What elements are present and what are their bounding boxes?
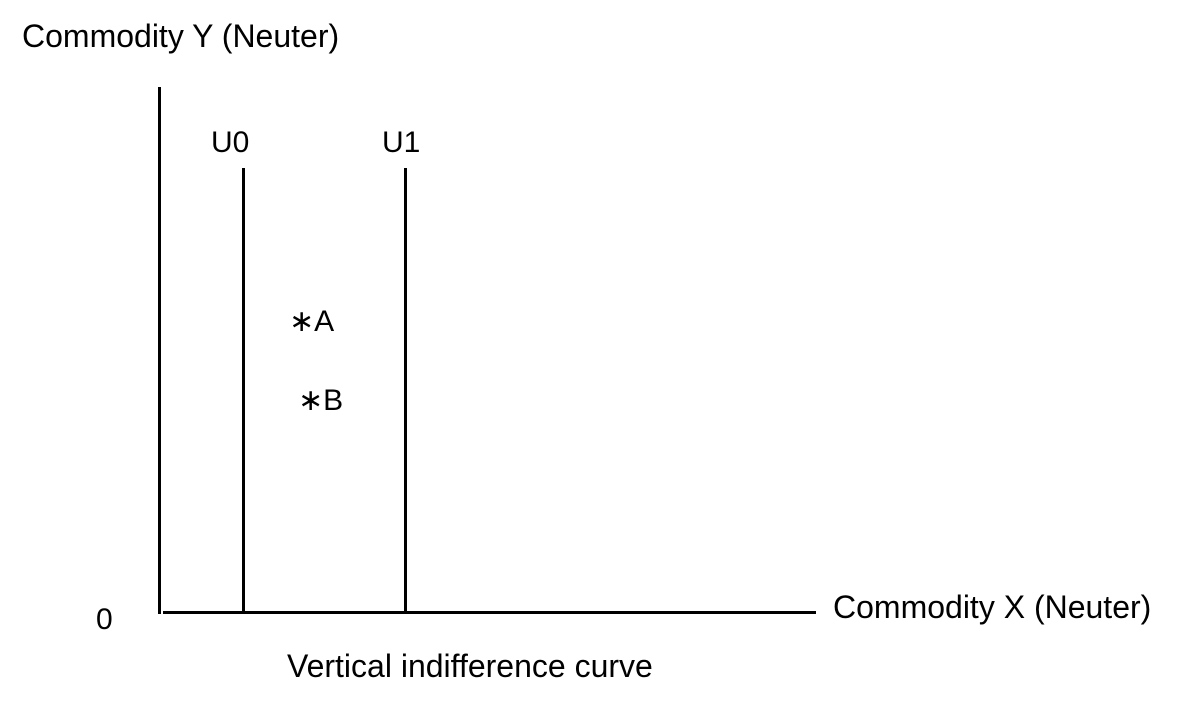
x-axis-line (163, 611, 816, 614)
point-b: ∗B (298, 386, 343, 416)
point-a: ∗A (289, 307, 334, 337)
point-a-marker: ∗ (289, 305, 315, 338)
y-axis-label: Commodity Y (Neuter) (22, 18, 340, 54)
point-b-marker: ∗ (298, 384, 324, 417)
y-axis-line (158, 87, 161, 614)
x-axis-label: Commodity X (Neuter) (833, 589, 1152, 625)
point-a-label: A (314, 305, 335, 338)
curve-label-u1: U1 (382, 126, 421, 159)
point-b-label: B (323, 384, 344, 417)
indifference-curve-u0 (242, 168, 245, 613)
diagram-caption: Vertical indifference curve (287, 648, 653, 684)
indifference-curve-u1 (404, 168, 407, 613)
curve-label-u0: U0 (211, 126, 250, 159)
origin-label: 0 (96, 603, 113, 636)
